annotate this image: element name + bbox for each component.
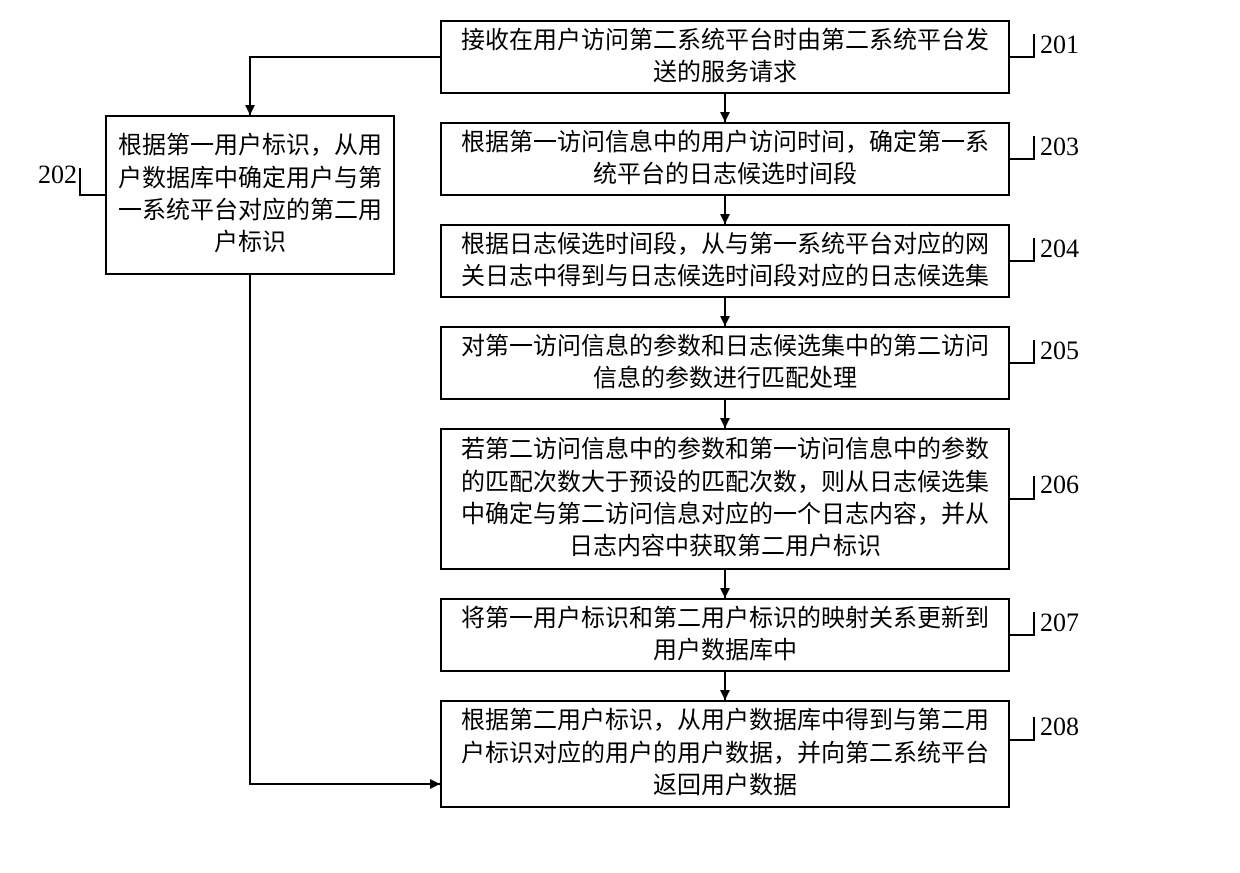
- flow-node-text: 根据第二用户标识，从用户数据库中得到与第二用户标识对应的用户的用户数据，并向第二…: [452, 705, 998, 802]
- flow-node-text: 根据第一用户标识，从用户数据库中确定用户与第一系统平台对应的第二用户标识: [117, 130, 383, 260]
- flow-node-n207: 将第一用户标识和第二用户标识的映射关系更新到用户数据库中: [440, 598, 1010, 672]
- flow-edge: [1010, 340, 1034, 363]
- flow-node-n202: 根据第一用户标识，从用户数据库中确定用户与第一系统平台对应的第二用户标识: [105, 115, 395, 275]
- flow-node-text: 若第二访问信息中的参数和第一访问信息中的参数的匹配次数大于预设的匹配次数，则从日…: [452, 434, 998, 564]
- flow-edge: [250, 57, 440, 115]
- flow-node-label-n202: 202: [38, 160, 77, 190]
- flow-edge: [1010, 34, 1034, 57]
- arrowhead-icon: [720, 112, 730, 122]
- flow-edge: [250, 275, 440, 784]
- flow-node-label-text: 206: [1040, 470, 1079, 499]
- flow-node-text: 将第一用户标识和第二用户标识的映射关系更新到用户数据库中: [452, 603, 998, 668]
- flow-edge: [1010, 136, 1034, 159]
- flow-node-label-n205: 205: [1040, 336, 1079, 366]
- flow-node-label-n201: 201: [1040, 30, 1079, 60]
- flow-node-text: 对第一访问信息的参数和日志候选集中的第二访问信息的参数进行匹配处理: [452, 331, 998, 396]
- flow-node-n204: 根据日志候选时间段，从与第一系统平台对应的网关日志中得到与日志候选时间段对应的日…: [440, 224, 1010, 298]
- flow-node-text: 根据第一访问信息中的用户访问时间，确定第一系统平台的日志候选时间段: [452, 127, 998, 192]
- arrowhead-icon: [720, 588, 730, 598]
- flow-node-label-text: 205: [1040, 336, 1079, 365]
- flow-node-label-text: 204: [1040, 234, 1079, 263]
- flow-node-n206: 若第二访问信息中的参数和第一访问信息中的参数的匹配次数大于预设的匹配次数，则从日…: [440, 428, 1010, 570]
- flow-node-n208: 根据第二用户标识，从用户数据库中得到与第二用户标识对应的用户的用户数据，并向第二…: [440, 700, 1010, 808]
- arrowhead-icon: [720, 214, 730, 224]
- flow-edge: [80, 168, 105, 195]
- flow-node-label-text: 203: [1040, 132, 1079, 161]
- flow-node-n203: 根据第一访问信息中的用户访问时间，确定第一系统平台的日志候选时间段: [440, 122, 1010, 196]
- flow-node-label-n204: 204: [1040, 234, 1079, 264]
- arrowhead-icon: [245, 105, 255, 115]
- flow-node-label-text: 201: [1040, 30, 1079, 59]
- flow-node-label-n208: 208: [1040, 712, 1079, 742]
- flow-edge: [1010, 717, 1034, 740]
- flow-node-label-n203: 203: [1040, 132, 1079, 162]
- flow-node-label-n206: 206: [1040, 470, 1079, 500]
- flow-node-n205: 对第一访问信息的参数和日志候选集中的第二访问信息的参数进行匹配处理: [440, 326, 1010, 400]
- flow-edge: [1010, 476, 1034, 499]
- flow-edge: [1010, 612, 1034, 635]
- arrowhead-icon: [430, 779, 440, 789]
- flow-node-text: 根据日志候选时间段，从与第一系统平台对应的网关日志中得到与日志候选时间段对应的日…: [452, 229, 998, 294]
- flow-node-text: 接收在用户访问第二系统平台时由第二系统平台发送的服务请求: [452, 25, 998, 90]
- flow-node-n201: 接收在用户访问第二系统平台时由第二系统平台发送的服务请求: [440, 20, 1010, 94]
- arrowhead-icon: [720, 316, 730, 326]
- flow-edge: [1010, 238, 1034, 261]
- flow-node-label-text: 208: [1040, 712, 1079, 741]
- flow-node-label-text: 207: [1040, 608, 1079, 637]
- flow-node-label-text: 202: [38, 160, 77, 189]
- arrowhead-icon: [720, 690, 730, 700]
- flow-node-label-n207: 207: [1040, 608, 1079, 638]
- arrowhead-icon: [720, 418, 730, 428]
